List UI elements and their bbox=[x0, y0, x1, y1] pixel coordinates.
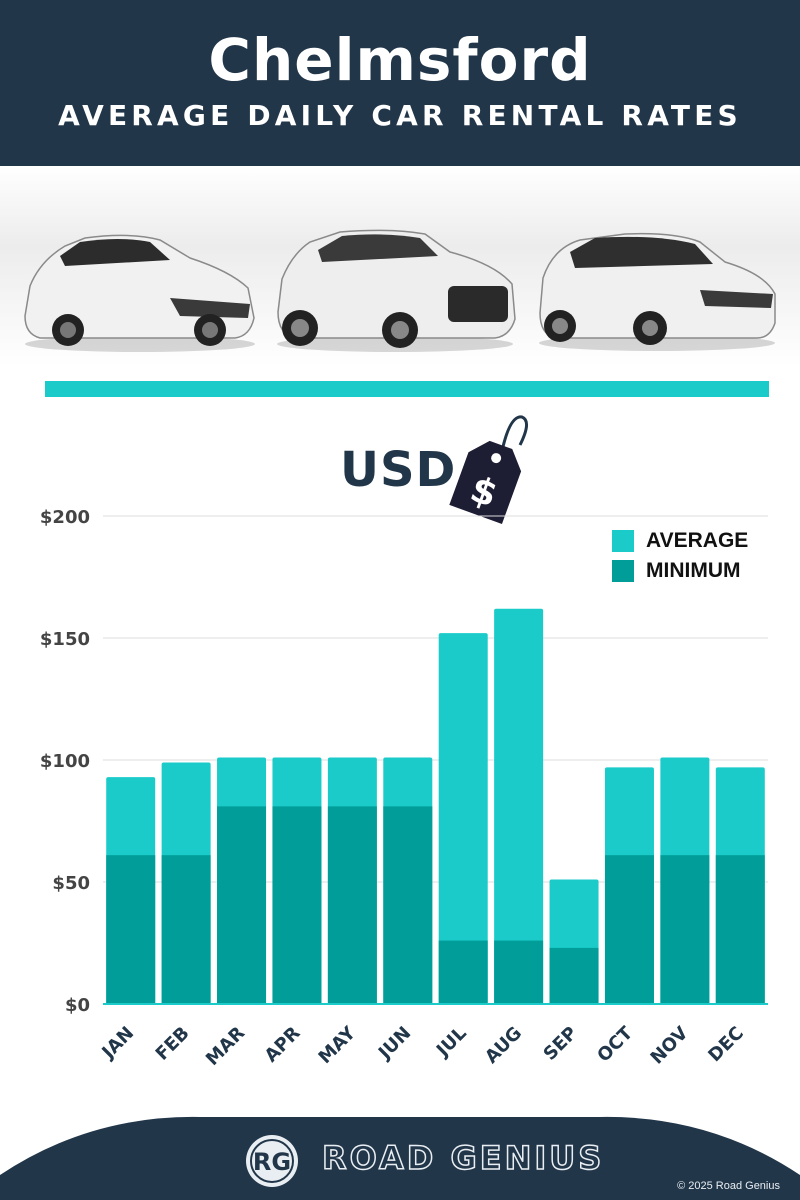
legend-item-minimum: MINIMUM bbox=[612, 556, 748, 586]
logo-letters: RG bbox=[253, 1148, 291, 1176]
bar-minimum bbox=[715, 855, 765, 1004]
accent-divider bbox=[45, 381, 769, 397]
x-tick-label: AUG bbox=[481, 1023, 526, 1068]
copyright-text: © 2025 Road Genius bbox=[677, 1180, 780, 1192]
bar-minimum bbox=[161, 855, 211, 1004]
legend-item-average: AVERAGE bbox=[612, 526, 748, 556]
bar-minimum bbox=[549, 947, 599, 1004]
bar-minimum bbox=[217, 806, 267, 1004]
bar-minimum bbox=[604, 855, 654, 1004]
price-tag-icon: $ bbox=[449, 415, 528, 525]
bar-average bbox=[494, 608, 544, 1004]
currency-label: USD bbox=[340, 442, 457, 498]
bar-average bbox=[438, 633, 488, 1004]
legend-label-average: AVERAGE bbox=[646, 529, 749, 552]
x-tick-label: SEP bbox=[540, 1023, 582, 1065]
y-tick-label: $150 bbox=[40, 629, 90, 650]
chart-legend: AVERAGE MINIMUM bbox=[612, 526, 748, 586]
x-tick-label: APR bbox=[261, 1023, 305, 1067]
bar-minimum bbox=[494, 940, 544, 1004]
bar-minimum bbox=[272, 806, 322, 1004]
brand-name: ROAD GENIUS bbox=[321, 1138, 605, 1178]
road-genius-logo-icon: RG bbox=[246, 1135, 298, 1187]
page-subtitle: AVERAGE DAILY CAR RENTAL RATES bbox=[58, 99, 742, 132]
bar-minimum bbox=[438, 940, 488, 1004]
bar-minimum bbox=[383, 806, 433, 1004]
x-tick-label: NOV bbox=[647, 1023, 693, 1069]
suv-car-image bbox=[277, 229, 516, 352]
y-tick-label: $50 bbox=[52, 873, 90, 894]
x-tick-label: DEC bbox=[704, 1023, 747, 1066]
bar-minimum bbox=[106, 855, 156, 1004]
header-banner: Chelmsford AVERAGE DAILY CAR RENTAL RATE… bbox=[0, 0, 800, 166]
y-tick-label: $0 bbox=[65, 995, 90, 1016]
legend-swatch-minimum bbox=[612, 560, 634, 582]
bar-minimum bbox=[660, 855, 710, 1004]
legend-swatch-average bbox=[612, 530, 634, 552]
luxury-suv-image bbox=[539, 232, 776, 351]
bar-minimum bbox=[327, 806, 377, 1004]
hatchback-car-image bbox=[24, 234, 255, 352]
x-tick-label: MAY bbox=[315, 1022, 361, 1068]
y-tick-label: $200 bbox=[40, 507, 90, 528]
x-tick-label: OCT bbox=[593, 1022, 637, 1066]
page-title: Chelmsford bbox=[208, 26, 592, 94]
x-tick-label: FEB bbox=[152, 1023, 194, 1065]
y-tick-label: $100 bbox=[40, 751, 90, 772]
x-tick-label: JUN bbox=[373, 1023, 415, 1065]
x-tick-label: MAR bbox=[202, 1023, 249, 1070]
rental-rates-chart: $0 $50 $100 $150 $200 JAN FEB MAR APR MAY JUN JUL AU… bbox=[40, 507, 768, 1070]
x-tick-label: JUL bbox=[431, 1023, 470, 1062]
cars-image-band bbox=[0, 166, 800, 366]
x-tick-label: JAN bbox=[97, 1023, 139, 1065]
footer-banner bbox=[0, 1116, 800, 1200]
legend-label-minimum: MINIMUM bbox=[646, 559, 741, 582]
